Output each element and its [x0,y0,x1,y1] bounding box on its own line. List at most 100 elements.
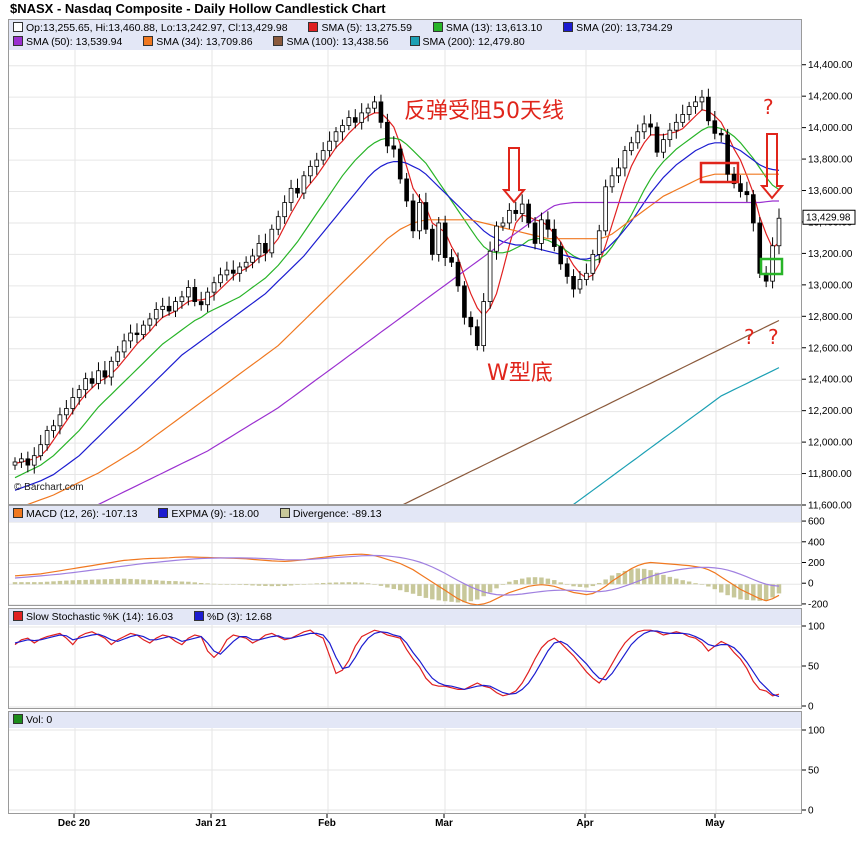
candle-body [31,455,37,466]
candle-body [577,279,583,290]
divergence-bar [38,582,43,585]
legend-vol: Vol: 0 [13,713,52,727]
candle-body [519,203,525,214]
divergence-bar [198,582,204,585]
divergence-bar [629,569,634,585]
stoch-d-line [14,630,780,698]
divergence-bar [507,581,512,585]
divergence-bar [141,579,146,585]
divergence-bar [192,582,197,585]
candle-body [51,425,56,431]
divergence-bar [19,582,24,585]
candle-body [64,408,69,416]
divergence-bar [436,584,441,601]
divergence-bar [134,579,140,585]
volume-legend: Vol: 0 [9,712,801,728]
divergence-bar [584,584,589,588]
divergence-bar [166,581,172,585]
candle-body [96,370,101,384]
last-price-label: 13,429.98 [806,213,851,224]
legend-sma100-text: SMA (100): 13,438.56 [286,36,389,48]
divergence-bar [718,584,724,593]
x-tick-label: Jan 21 [195,818,227,829]
candle-body [455,261,461,287]
candle-body [218,274,223,284]
candle-body [481,301,486,347]
divergence-bar [320,582,326,585]
divergence-bar [57,580,63,585]
legend-sma13: SMA (13): 13,613.10 [432,21,542,35]
divergence-bar [532,577,538,585]
candle-body [327,140,332,152]
divergence-bar [725,584,730,596]
divergence-bar [526,577,531,585]
price-legend: Op:13,255.65, Hi:13,460.88, Lo:13,242.97… [9,20,801,50]
candle-body [462,285,467,318]
legend-vol-text: Vol: 0 [26,714,53,726]
legend-sma5-text: SMA (5): 13,275.59 [321,22,412,34]
stoch-k-line [14,629,780,697]
divergence-bar [51,581,56,585]
sma-line-200 [573,367,780,504]
candle-body [352,117,358,123]
divergence-bar [519,578,525,585]
candle-body [243,261,249,268]
support-box [759,257,784,276]
x-tick-label: May [705,818,725,829]
macd-tick-label: 0 [808,579,814,590]
price-tick-label: 13,400.00 [808,217,853,228]
candle-body [89,378,95,384]
annotation-question-1: ? [763,95,774,119]
divergence-bar [70,580,76,585]
candle-body [141,324,146,336]
macd-plot [9,520,801,605]
candle-body [712,120,718,134]
legend-sma20: SMA (20): 13,734.29 [563,21,672,35]
candle-body [545,219,551,230]
divergence-bar [353,582,358,585]
divergence-bar [102,579,108,585]
divergence-bar [231,584,236,585]
candle-body [417,202,422,232]
candle-body [160,305,165,310]
divergence-bar [237,584,242,585]
divergence-bar [481,584,486,597]
legend-stoch-d: %D (3): 12.68 [194,610,272,624]
candle-body [166,305,172,312]
candle-body [442,222,448,258]
candle-body [744,191,750,196]
divergence-bar [661,574,666,585]
candle-body [25,458,31,466]
legend-expma-text: EXPMA (9): -18.00 [171,508,259,520]
candle-body [57,414,63,427]
divergence-bar [121,578,127,585]
legend-macd: MACD (12, 26): -107.13 [13,507,137,521]
candle-body [494,225,499,252]
divergence-bar [539,577,544,585]
divergence-bar [487,584,493,593]
down-arrow-2-shape [759,133,785,200]
candle-body [584,272,589,280]
divergence-bar [218,584,223,585]
candle-body [648,123,653,128]
legend-macd-text: MACD (12, 26): -107.13 [26,508,138,520]
divergence-bar [12,582,18,585]
candle-body [609,175,615,188]
candle-body [173,301,178,312]
sma-line-13 [14,126,780,479]
candle-body [44,430,50,446]
divergence-bar [256,584,262,586]
macd-tick-label: 200 [808,558,825,569]
divergence-bar [680,580,685,585]
divergence-bar [378,584,384,586]
price-pane: Op:13,255.65, Hi:13,460.88, Lo:13,242.97… [8,19,802,505]
divergence-bar [327,582,332,585]
candle-body [38,444,43,457]
divergence-bar [64,580,69,585]
candle-body [314,159,320,167]
candle-body [250,255,255,263]
candle-body [590,254,596,274]
legend-stoch-d-text: %D (3): 12.68 [207,611,272,623]
candle-body [269,228,275,254]
divergence-bar [468,584,474,602]
